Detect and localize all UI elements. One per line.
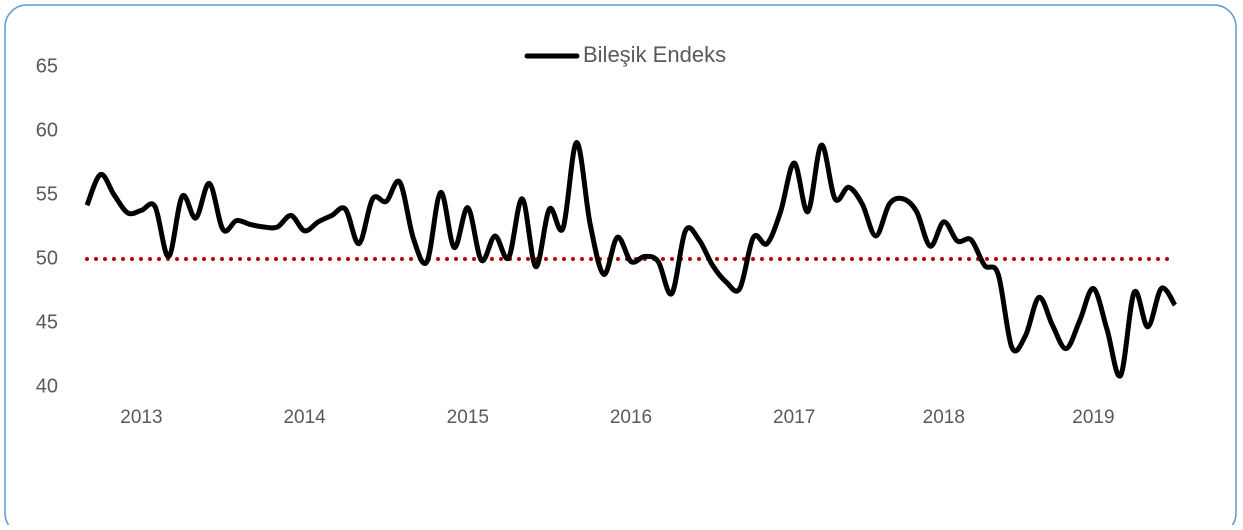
x-tick-label: 2015 [447, 407, 489, 428]
x-tick-label: 2016 [610, 407, 652, 428]
y-tick-label: 40 [36, 375, 58, 397]
y-tick-label: 55 [36, 183, 58, 205]
y-tick-label: 60 [36, 119, 58, 141]
chart-frame [4, 4, 1237, 530]
x-tick-label: 2013 [120, 407, 162, 428]
x-tick-label: 2017 [773, 407, 815, 428]
legend-label: Bileşik Endeks [583, 42, 726, 67]
y-tick-label: 65 [36, 55, 58, 77]
x-tick-label: 2014 [283, 407, 326, 428]
y-tick-label: 45 [36, 311, 58, 333]
x-tick-label: 2019 [1072, 407, 1114, 428]
x-tick-label: 2018 [923, 407, 965, 428]
y-tick-label: 50 [36, 247, 58, 269]
series-line [84, 140, 1178, 379]
